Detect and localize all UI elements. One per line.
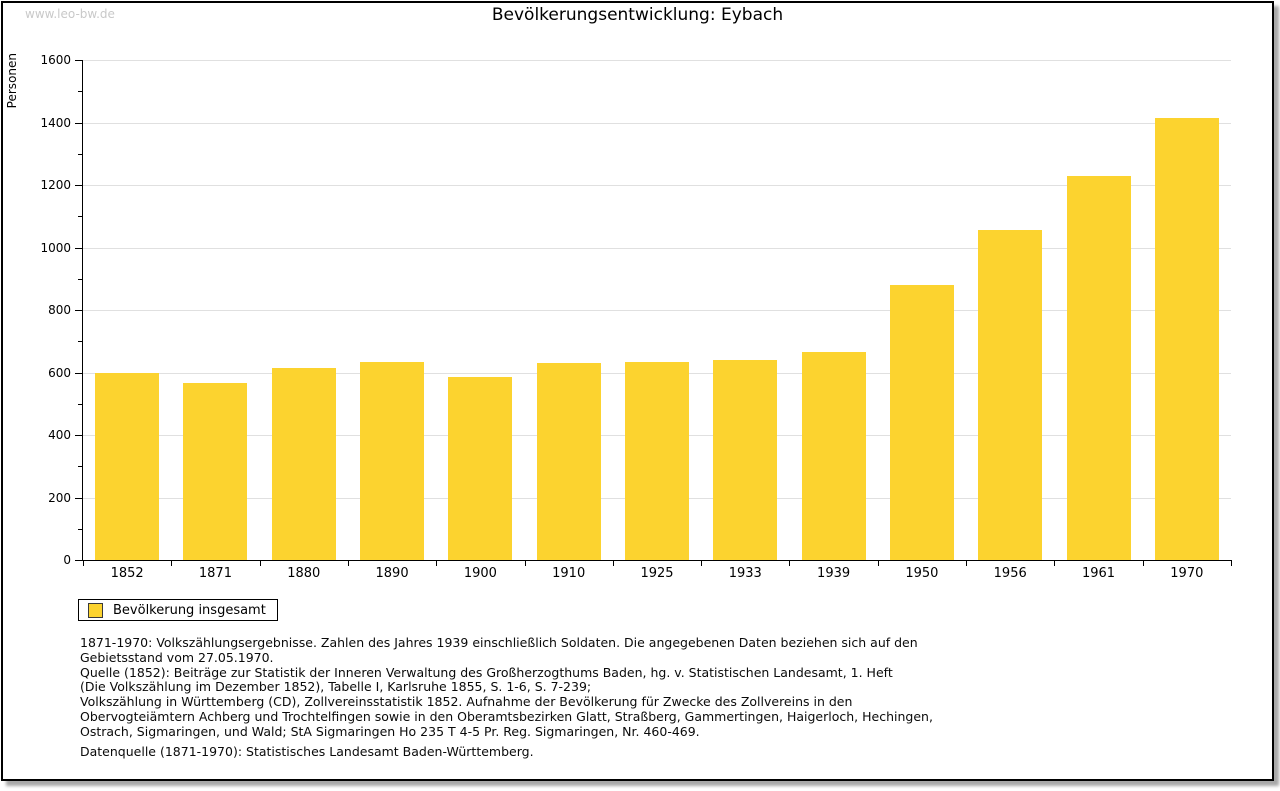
y-axis-minor-tick (78, 528, 83, 530)
x-axis-tick (1054, 560, 1056, 566)
x-axis-tick (347, 560, 349, 566)
bar (448, 377, 513, 560)
x-axis-tick (83, 560, 84, 566)
y-axis-tick-label: 1600 (40, 53, 71, 67)
x-axis-tick (1142, 560, 1144, 566)
y-axis-tick-label: 800 (48, 303, 71, 317)
y-axis-minor-tick (78, 216, 83, 218)
y-axis-tick (75, 185, 83, 186)
y-axis-tick-label: 1000 (40, 240, 71, 255)
x-axis-tick (701, 560, 703, 566)
y-axis-tick (75, 560, 83, 561)
bar (95, 372, 160, 560)
x-axis-tick-label: 1939 (817, 566, 851, 581)
bar (1066, 175, 1131, 560)
legend-label: Bevölkerung insgesamt (113, 602, 266, 618)
x-axis-tick-label: 1970 (1170, 566, 1204, 581)
y-axis-tick-label: 1200 (40, 178, 71, 192)
y-axis-tick (75, 435, 83, 436)
y-axis-minor-tick (78, 91, 83, 93)
y-axis-minor-tick (78, 403, 83, 405)
gridline (83, 247, 1231, 249)
x-axis-tick-label: 1961 (1081, 566, 1116, 581)
bar (183, 383, 248, 560)
x-axis-tick (259, 560, 261, 566)
x-axis-tick (171, 560, 173, 566)
y-axis-tick (75, 372, 83, 374)
x-axis-tick (612, 560, 614, 566)
y-axis-tick (75, 497, 83, 499)
y-axis-minor-tick (78, 466, 83, 468)
bar (889, 285, 954, 560)
x-axis-tick (524, 560, 526, 566)
legend: Bevölkerung insgesamt (78, 599, 278, 621)
x-axis-tick-label: 1925 (640, 566, 674, 581)
gridline (83, 122, 1231, 124)
x-axis-tick (877, 560, 879, 566)
x-axis-tick-label: 1956 (993, 566, 1027, 581)
y-axis-tick (75, 310, 83, 311)
x-axis-tick (966, 560, 968, 566)
bar (271, 367, 336, 560)
watermark: www.leo-bw.de (25, 7, 115, 21)
gridline (83, 60, 1231, 61)
x-axis-tick-label: 1900 (463, 566, 497, 581)
y-axis-tick (75, 60, 83, 61)
y-axis-tick (75, 247, 83, 249)
bar (713, 360, 778, 560)
x-axis-tick-label: 1933 (728, 566, 762, 581)
plot-area: 0 200 400 600 800 1000 1200 1400 1600 1852 1871 188… (40, 53, 1232, 581)
bar (801, 352, 866, 560)
y-axis-tick-label: 400 (48, 428, 71, 442)
legend-swatch (88, 602, 103, 618)
bar (1154, 117, 1219, 560)
y-axis-tick-label: 600 (48, 365, 71, 380)
y-axis-tick-label: 200 (48, 490, 71, 505)
x-axis-tick (436, 560, 438, 566)
gridline (83, 185, 1231, 186)
bar (360, 361, 425, 560)
x-axis-tick-label: 1910 (552, 566, 586, 581)
x-axis-tick-label: 1871 (198, 566, 232, 581)
data-source-note: Datenquelle (1871-1970): Statistisches L… (80, 743, 534, 759)
y-axis-minor-tick (78, 341, 83, 343)
gridline (83, 310, 1231, 311)
x-axis-tick-label: 1890 (375, 566, 409, 581)
x-axis-tick (789, 560, 791, 566)
source-notes: 1871-1970: Volkszählungsergebnisse. Zahl… (80, 635, 933, 739)
x-axis-tick-label: 1880 (287, 566, 321, 581)
y-axis-tick-label: 0 (63, 553, 71, 567)
bar (536, 363, 601, 560)
y-axis-tick (75, 122, 83, 124)
bar (625, 361, 689, 560)
page-title: Bevölkerungsentwicklung: Eybach (491, 5, 784, 25)
y-axis-tick-label: 1400 (40, 115, 71, 130)
y-axis-minor-tick (78, 278, 83, 280)
x-axis-tick-label: 1852 (110, 566, 144, 581)
x-axis-tick-label: 1950 (905, 566, 939, 581)
y-axis-minor-tick (78, 153, 83, 155)
footer: 1871-1970: Volkszählungsergebnisse. Zahl… (80, 635, 1240, 759)
bar (978, 230, 1043, 560)
x-axis-tick (1231, 560, 1232, 566)
